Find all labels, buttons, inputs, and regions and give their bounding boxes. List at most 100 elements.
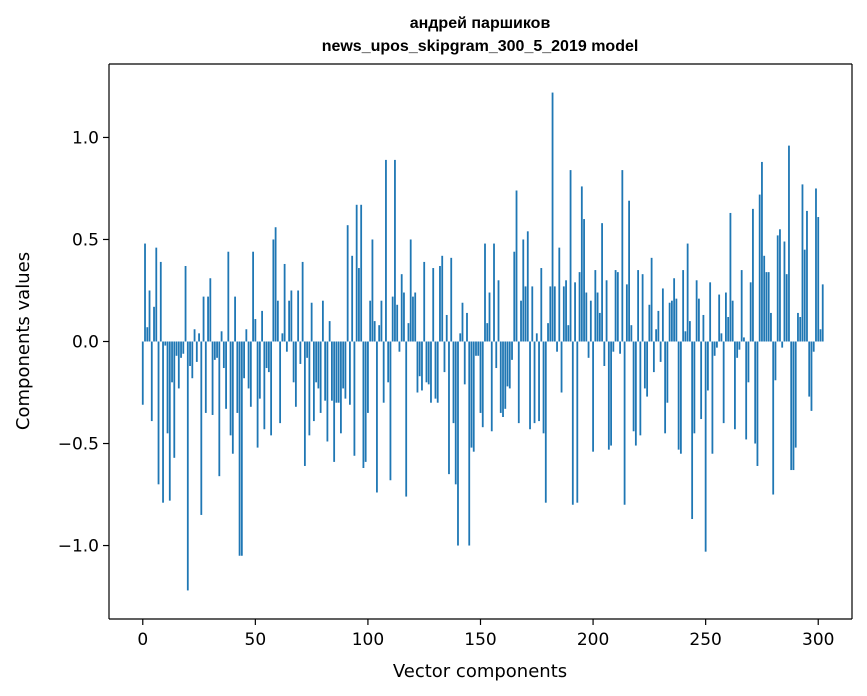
bar xyxy=(587,341,590,358)
bar xyxy=(754,341,757,444)
bar xyxy=(198,333,200,342)
bar xyxy=(263,341,266,430)
bar xyxy=(427,341,430,385)
bar xyxy=(189,341,191,366)
bar xyxy=(171,341,173,383)
bar xyxy=(799,317,802,342)
bar xyxy=(337,341,340,403)
bar xyxy=(533,341,536,424)
bar xyxy=(434,341,437,399)
bar xyxy=(729,212,732,342)
bar xyxy=(668,302,671,342)
bar xyxy=(204,341,207,413)
bar xyxy=(794,341,797,448)
bar xyxy=(211,341,214,415)
bar xyxy=(346,225,349,342)
bar xyxy=(752,208,754,342)
bar xyxy=(646,341,649,397)
bar xyxy=(243,341,245,379)
bar xyxy=(380,300,383,342)
bar xyxy=(740,270,743,342)
bar xyxy=(457,341,459,546)
bars-group xyxy=(141,92,824,591)
bar xyxy=(700,341,703,420)
bar xyxy=(398,341,401,352)
bar xyxy=(643,341,646,389)
bar xyxy=(443,341,446,373)
x-tick-label: 0 xyxy=(137,630,148,650)
bar xyxy=(292,341,295,383)
bar xyxy=(481,341,484,428)
bar xyxy=(531,286,534,342)
bar xyxy=(445,314,448,342)
bar xyxy=(623,341,626,505)
x-tick-label: 250 xyxy=(689,630,721,650)
bar xyxy=(621,170,624,342)
bar xyxy=(688,321,691,342)
bar xyxy=(274,227,277,342)
bar xyxy=(450,257,453,342)
bar xyxy=(303,341,306,466)
bar xyxy=(601,223,603,342)
bar xyxy=(157,341,160,485)
bar xyxy=(364,341,367,462)
bar xyxy=(720,333,723,342)
bar xyxy=(711,341,714,454)
bar xyxy=(529,341,531,430)
bar xyxy=(335,341,338,403)
bar xyxy=(677,341,680,450)
bar xyxy=(632,341,635,432)
bar xyxy=(279,341,282,424)
bar xyxy=(342,341,345,389)
bar xyxy=(396,304,399,342)
bar xyxy=(360,204,363,342)
bar xyxy=(421,341,423,391)
bar xyxy=(270,341,273,436)
bar xyxy=(283,263,286,342)
bar xyxy=(540,268,543,342)
bar xyxy=(229,341,232,436)
bar xyxy=(556,341,558,352)
bar xyxy=(254,319,257,342)
bar xyxy=(513,251,516,342)
bar xyxy=(526,231,529,342)
y-ticks: −1.0 −0.5 0.0 0.5 1.0 xyxy=(58,128,109,557)
bar xyxy=(414,292,417,342)
bar xyxy=(272,239,275,342)
bar xyxy=(324,341,327,401)
bar xyxy=(387,341,390,383)
bar xyxy=(756,341,759,466)
bar xyxy=(524,286,527,342)
bar xyxy=(409,239,412,342)
bar xyxy=(574,282,576,342)
x-tick-label: 100 xyxy=(352,630,384,650)
bar xyxy=(547,323,549,342)
bar xyxy=(418,341,421,377)
bar xyxy=(267,341,270,373)
bar xyxy=(549,286,552,342)
bar xyxy=(652,341,655,373)
bar xyxy=(571,341,574,505)
bar xyxy=(349,341,351,405)
bar xyxy=(439,266,441,342)
bar xyxy=(227,251,230,342)
bar xyxy=(319,341,322,413)
bar xyxy=(162,341,164,503)
bar xyxy=(659,341,662,362)
bar xyxy=(484,243,486,342)
bar xyxy=(294,341,297,407)
bar xyxy=(508,341,511,389)
bar xyxy=(299,341,302,364)
bar xyxy=(403,292,405,342)
bar xyxy=(326,341,329,442)
bar xyxy=(182,341,185,354)
bar xyxy=(391,296,394,342)
bar xyxy=(249,341,252,407)
bar xyxy=(220,331,223,342)
bar xyxy=(821,284,824,342)
bar xyxy=(301,261,304,342)
bar xyxy=(256,341,259,448)
bar xyxy=(713,341,716,356)
bar xyxy=(738,341,741,350)
